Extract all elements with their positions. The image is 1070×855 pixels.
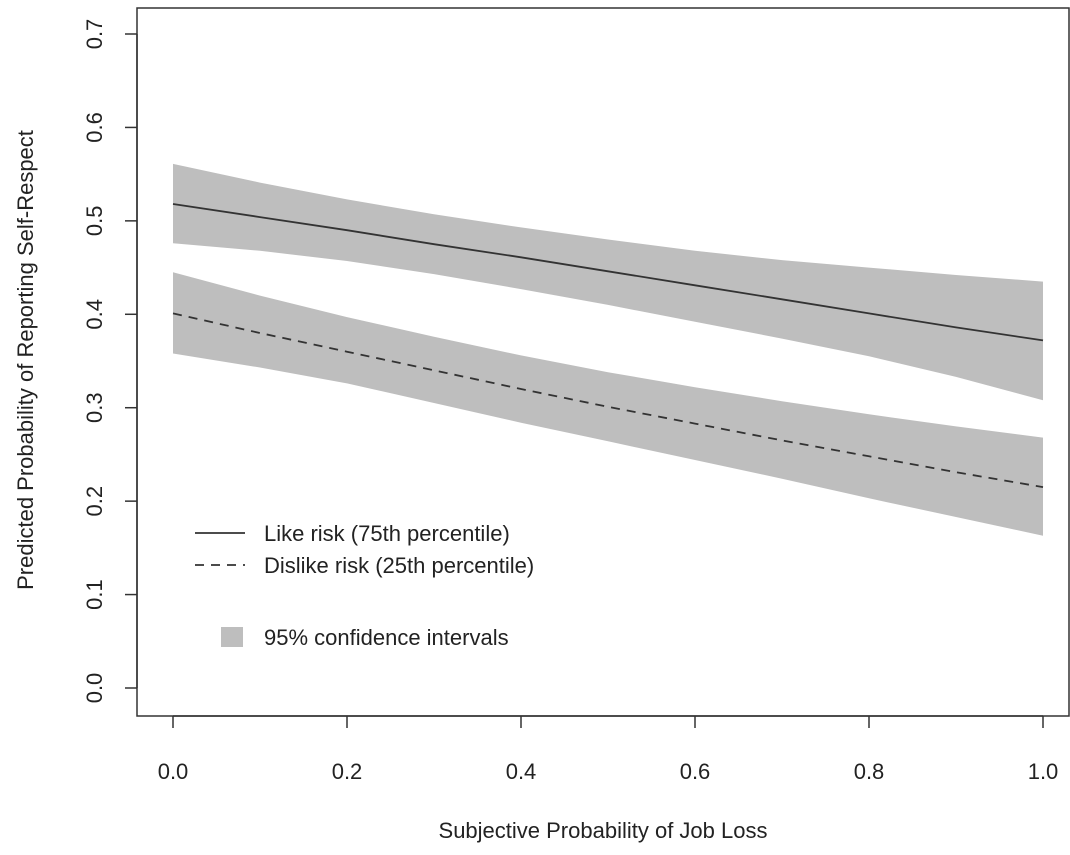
- legend-label-confidence: 95% confidence intervals: [264, 625, 509, 650]
- legend-label-dislike-risk: Dislike risk (25th percentile): [264, 553, 534, 578]
- confidence-bands: [173, 164, 1043, 536]
- y-tick-label-4: 0.4: [82, 299, 107, 330]
- y-tick-label-6: 0.6: [82, 112, 107, 143]
- x-tick-label-4: 0.8: [854, 759, 885, 784]
- legend: Like risk (75th percentile) Dislike risk…: [195, 521, 534, 650]
- y-tick-label-0: 0.0: [82, 673, 107, 704]
- y-tick-label-2: 0.2: [82, 486, 107, 517]
- x-tick-label-1: 0.2: [332, 759, 363, 784]
- y-tick-label-5: 0.5: [82, 206, 107, 237]
- legend-swatch-confidence: [221, 627, 243, 647]
- x-tick-label-5: 1.0: [1028, 759, 1059, 784]
- x-tick-label-2: 0.4: [506, 759, 537, 784]
- legend-label-like-risk: Like risk (75th percentile): [264, 521, 510, 546]
- y-tick-label-3: 0.3: [82, 392, 107, 423]
- y-tick-label-7: 0.7: [82, 19, 107, 50]
- x-axis-title: Subjective Probability of Job Loss: [439, 818, 768, 843]
- y-tick-label-1: 0.1: [82, 579, 107, 610]
- y-axis-title: Predicted Probability of Reporting Self-…: [13, 130, 38, 590]
- x-tick-label-3: 0.6: [680, 759, 711, 784]
- x-tick-label-0: 0.0: [158, 759, 189, 784]
